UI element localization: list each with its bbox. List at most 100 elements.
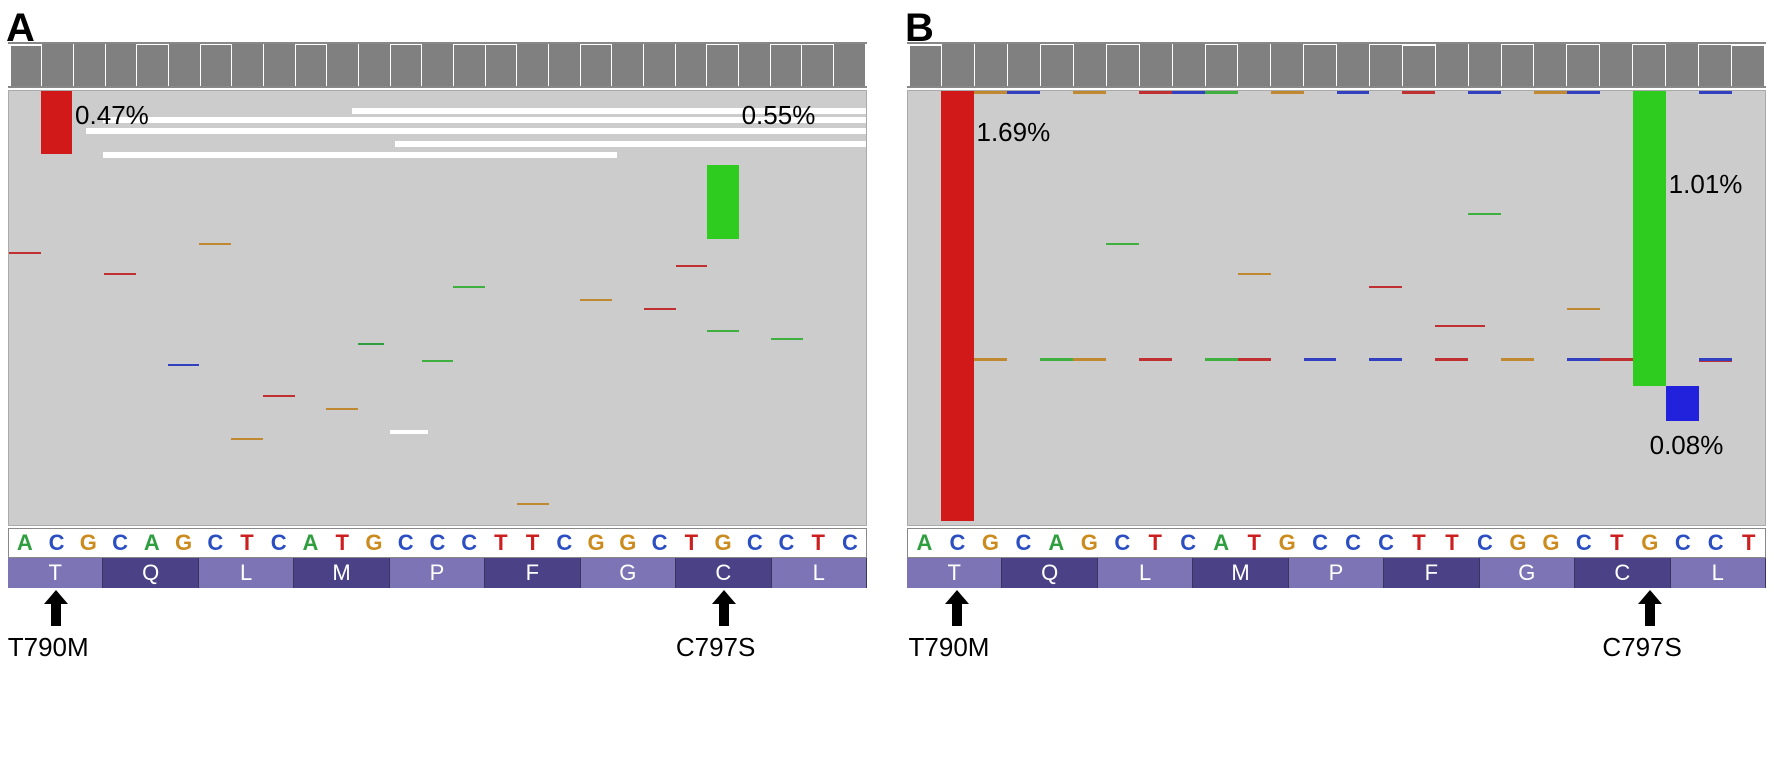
amino-acid-cell: P (1289, 558, 1384, 588)
mismatch-tick (326, 408, 358, 410)
reference-base: A (1205, 530, 1238, 556)
reference-base: C (739, 530, 771, 556)
edge-tick (1337, 91, 1370, 94)
reference-base: C (1106, 530, 1139, 556)
divider-tick (1369, 358, 1402, 361)
coverage-bar (359, 44, 390, 86)
mutation-label-row: T790MC797S (907, 628, 1766, 656)
reference-base: C (771, 530, 803, 556)
reference-base: G (612, 530, 644, 556)
coverage-bar (1206, 45, 1238, 86)
coverage-bar (1173, 44, 1205, 86)
reference-base: C (104, 530, 136, 556)
reference-base: C (199, 530, 231, 556)
coverage-bar (391, 45, 422, 86)
coverage-bar (1107, 45, 1139, 86)
reference-base: A (9, 530, 41, 556)
alignment-track: 0.47%0.55% (8, 90, 867, 526)
reference-base: G (974, 530, 1007, 556)
up-arrow-icon (1638, 590, 1662, 626)
coverage-bar (1403, 46, 1435, 86)
coverage-bar (1469, 44, 1501, 86)
reference-base: C (1468, 530, 1501, 556)
reference-sequence-row: ACGCAGCTCATGCCCTTCGGCTGCCT (907, 528, 1766, 558)
amino-acid-cell: M (294, 558, 389, 588)
amino-acid-cell: T (907, 558, 1002, 588)
reference-base: C (41, 530, 73, 556)
coverage-bar (169, 44, 200, 86)
coverage-bar (1567, 45, 1599, 86)
coverage-bar (975, 44, 1007, 86)
coverage-bar (1008, 44, 1040, 86)
mismatch-tick (1238, 273, 1271, 275)
edge-tick (1073, 91, 1106, 94)
reference-base: G (168, 530, 200, 556)
reference-base: T (231, 530, 263, 556)
mismatch-tick (1106, 243, 1139, 245)
coverage-bar (581, 45, 612, 86)
alignment-track: 1.69%1.01%0.08% (907, 90, 1766, 526)
amino-acid-cell: M (1193, 558, 1288, 588)
variant-bar (707, 165, 739, 239)
reference-base: G (358, 530, 390, 556)
reference-base: A (136, 530, 168, 556)
coverage-bar (1699, 45, 1731, 86)
mutation-label-row: T790MC797S (8, 628, 867, 656)
variant-bar (41, 91, 73, 154)
divider-tick (1699, 358, 1732, 361)
coverage-bar (1271, 44, 1303, 86)
panel: A0.47%0.55%ACGCAGCTCATGCCCTTCGGCTGCCTCTQ… (8, 8, 867, 656)
amino-acid-cell: G (581, 558, 676, 588)
coverage-bar (549, 44, 580, 86)
up-arrow-icon (712, 590, 736, 626)
variant-percent-label: 1.01% (1669, 169, 1743, 200)
mismatch-tick (199, 243, 231, 245)
amino-acid-cell: G (1480, 558, 1575, 588)
reference-base: T (1238, 530, 1271, 556)
read-gap (103, 152, 617, 158)
coverage-bar (802, 45, 833, 86)
amino-acid-row: TQLMPFGCL (907, 558, 1766, 588)
reference-base: C (1370, 530, 1403, 556)
reference-base: G (1271, 530, 1304, 556)
mismatch-tick (358, 343, 383, 345)
arrow-row (907, 588, 1766, 628)
amino-acid-cell: Q (103, 558, 198, 588)
edge-tick (1271, 91, 1304, 94)
reference-base: T (675, 530, 707, 556)
coverage-bar (486, 45, 517, 86)
mismatch-tick (168, 364, 200, 366)
reference-base: T (802, 530, 834, 556)
amino-acid-cell: L (1671, 558, 1766, 588)
reference-base: T (326, 530, 358, 556)
divider-tick (1040, 358, 1073, 361)
reference-base: C (941, 530, 974, 556)
divider-tick (1238, 358, 1271, 361)
reference-base: T (1436, 530, 1469, 556)
edge-tick (1402, 91, 1435, 94)
arrow-row (8, 588, 867, 628)
coverage-bar (1337, 44, 1369, 86)
mismatch-tick (771, 338, 803, 340)
amino-acid-cell: F (1384, 558, 1479, 588)
mutation-label: C797S (1602, 632, 1682, 663)
coverage-bar (644, 44, 675, 86)
amino-acid-row: TQLMPFGCL (8, 558, 867, 588)
reference-base: A (1040, 530, 1073, 556)
variant-percent-label: 0.08% (1650, 430, 1724, 461)
reference-base: C (548, 530, 580, 556)
reference-base: T (485, 530, 517, 556)
reference-sequence-row: ACGCAGCTCATGCCCTTCGGCTGCCTC (8, 528, 867, 558)
reference-base: C (1304, 530, 1337, 556)
read-gap (395, 141, 866, 147)
divider-tick (1073, 358, 1106, 361)
reference-base: T (1403, 530, 1436, 556)
coverage-bar (264, 44, 295, 86)
mismatch-tick (580, 299, 612, 301)
mismatch-tick (104, 273, 136, 275)
mismatch-tick (1468, 213, 1501, 215)
coverage-bar (1140, 44, 1172, 86)
panel-label: B (905, 6, 934, 51)
coverage-bar (1666, 44, 1698, 86)
coverage-bar (1304, 45, 1336, 86)
